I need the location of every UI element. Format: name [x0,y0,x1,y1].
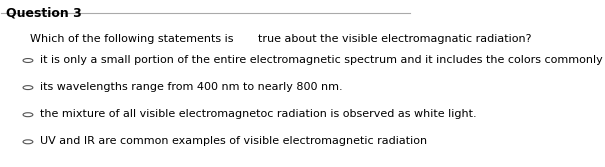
Text: Which of the following statements is       true about the visible electromagnati: Which of the following statements is tru… [30,34,532,44]
Text: UV and IR are common examples of visible electromagnetic radiation: UV and IR are common examples of visible… [40,136,427,146]
Text: Question 3: Question 3 [6,6,82,19]
Text: it is only a small portion of the entire electromagnetic spectrum and it include: it is only a small portion of the entire… [40,55,605,65]
Text: its wavelengths range from 400 nm to nearly 800 nm.: its wavelengths range from 400 nm to nea… [40,82,343,92]
Text: the mixture of all visible electromagnetoc radiation is observed as white light.: the mixture of all visible electromagnet… [40,109,477,119]
